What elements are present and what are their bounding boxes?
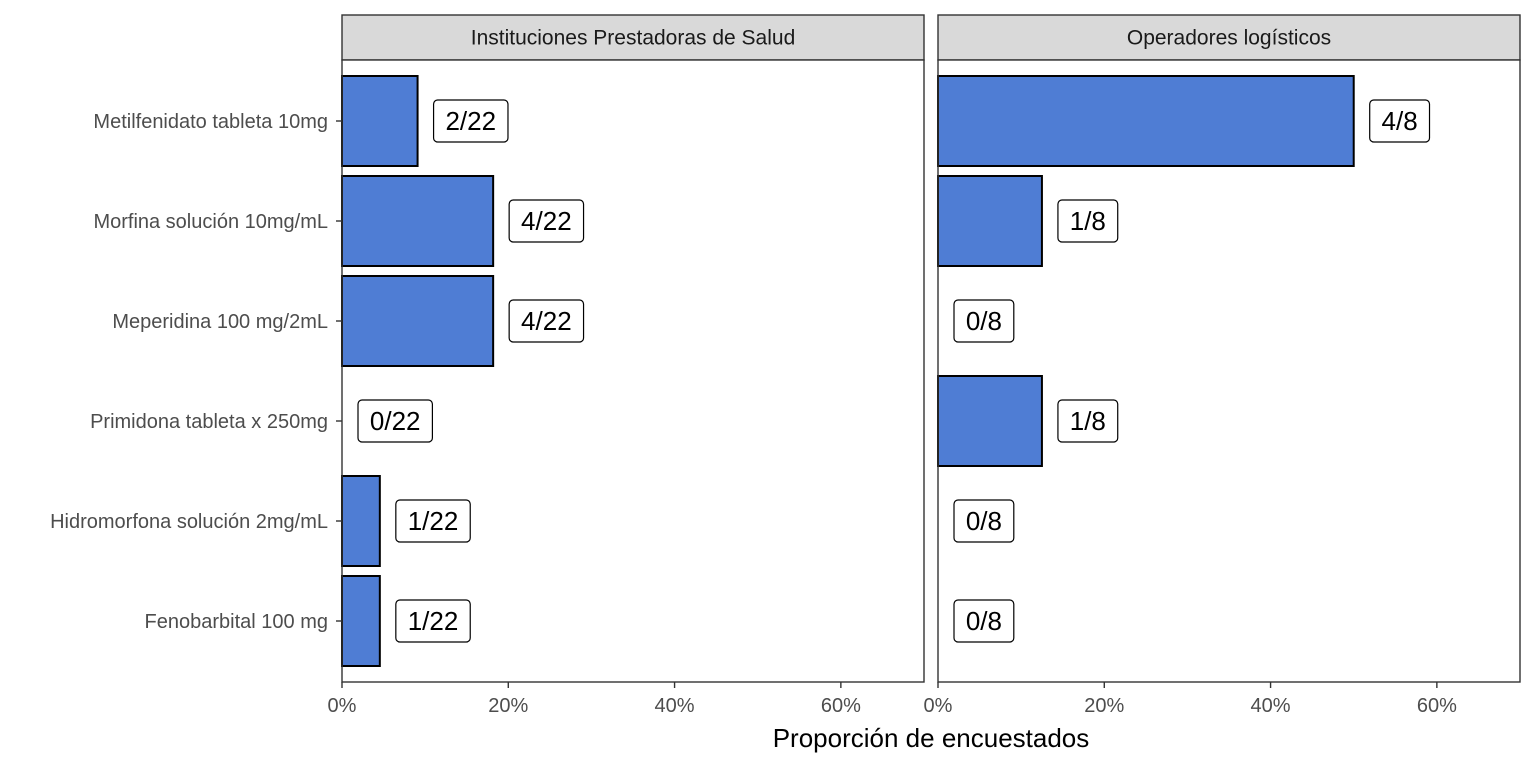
facet-strip: [937, 14, 1521, 61]
data-label: 4/22: [508, 199, 585, 243]
bar-morfina-solucion-10mg-ml: [937, 175, 1043, 267]
data-label-box: [1369, 99, 1431, 143]
x-tick-label: 0%: [924, 695, 953, 717]
x-tick-label: 60%: [821, 695, 861, 717]
data-label-box: [953, 299, 1015, 343]
data-label-box: [1057, 199, 1119, 243]
category-label: Primidona tableta x 250mg: [90, 411, 328, 433]
data-label: 4/8: [1369, 99, 1431, 143]
data-label-text: 4/8: [1382, 106, 1418, 136]
data-label-box: [432, 99, 509, 143]
category-label: Fenobarbital 100 mg: [145, 611, 328, 633]
x-tick-label: 40%: [655, 695, 695, 717]
data-label: 0/8: [953, 499, 1015, 543]
data-label-text: 0/8: [966, 506, 1002, 536]
panel-border: [937, 59, 1521, 683]
bar-meperidina-100-mg-2ml: [341, 275, 495, 367]
data-label-box: [357, 399, 434, 443]
data-label-text: 4/22: [521, 206, 572, 236]
bar-hidromorfona-solucion-2mg-ml: [341, 475, 381, 567]
data-label-text: 4/22: [521, 306, 572, 336]
data-label-box: [395, 599, 471, 643]
data-label-box: [1057, 399, 1119, 443]
data-label: 1/22: [395, 599, 471, 643]
x-tick-label: 20%: [1084, 695, 1124, 717]
data-label-text: 2/22: [445, 106, 496, 136]
bar-metilfenidato-tableta-10mg: [937, 75, 1355, 167]
bar-metilfenidato-tableta-10mg: [341, 75, 419, 167]
x-tick-label: 40%: [1251, 695, 1291, 717]
data-label: 0/8: [953, 299, 1015, 343]
category-label: Metilfenidato tableta 10mg: [93, 111, 328, 133]
data-label-box: [395, 499, 471, 543]
category-label: Meperidina 100 mg/2mL: [112, 311, 328, 333]
facet-panels: Instituciones Prestadoras de Salud 2/22 4/…: [328, 14, 1521, 717]
data-label: 2/22: [432, 99, 509, 143]
bar-primidona-tableta-x-250mg: [937, 375, 1043, 467]
data-label-text: 0/8: [966, 606, 1002, 636]
category-axis: Metilfenidato tableta 10mg Morfina soluci…: [50, 111, 342, 633]
bar-fenobarbital-100-mg: [341, 575, 381, 667]
panel-background: [342, 60, 924, 682]
data-label-text: 1/22: [408, 506, 459, 536]
data-label-text: 0/22: [370, 406, 421, 436]
data-label-text: 0/8: [966, 306, 1002, 336]
data-label-text: 1/22: [408, 606, 459, 636]
data-label-text: 1/8: [1070, 406, 1106, 436]
data-label-box: [508, 199, 585, 243]
category-label: Morfina solución 10mg/mL: [93, 211, 328, 233]
x-axis-title: Proporción de encuestados: [773, 723, 1090, 753]
panel-border: [341, 59, 925, 683]
facet-strip: [341, 14, 925, 61]
data-label: 1/22: [395, 499, 471, 543]
facet-strip-label: Instituciones Prestadoras de Salud: [471, 27, 796, 50]
x-tick-label: 60%: [1417, 695, 1457, 717]
data-label: 1/8: [1057, 399, 1119, 443]
data-label-text: 1/8: [1070, 206, 1106, 236]
data-label: 0/8: [953, 599, 1015, 643]
data-label-box: [953, 599, 1015, 643]
category-label: Hidromorfona solución 2mg/mL: [50, 511, 328, 533]
facet-operadores-logisticos: Operadores logísticos 4/8 1/8 0/8 1/8 0/8 0/8 0…: [924, 14, 1521, 717]
data-label-box: [953, 499, 1015, 543]
bar-morfina-solucion-10mg-ml: [341, 175, 495, 267]
x-tick-label: 20%: [488, 695, 528, 717]
data-label: 1/8: [1057, 199, 1119, 243]
data-label: 0/22: [357, 399, 434, 443]
facet-strip-label: Operadores logísticos: [1127, 27, 1331, 50]
x-tick-label: 0%: [328, 695, 357, 717]
data-label-box: [508, 299, 585, 343]
facet-instituciones-prestadoras-de-salud: Instituciones Prestadoras de Salud 2/22 4/…: [328, 14, 925, 717]
data-label: 4/22: [508, 299, 585, 343]
